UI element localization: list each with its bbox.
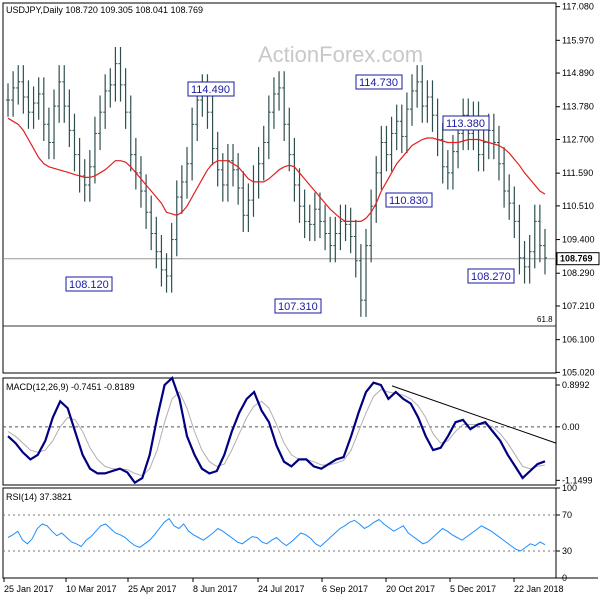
annotation-box [187,81,235,97]
annotation-box [65,276,113,292]
x-tick-label: 6 Sep 2017 [322,584,368,594]
watermark: ActionForex.com [258,42,423,67]
rsi-tick-label: 30 [562,546,572,556]
x-tick-label: 20 Oct 2017 [386,584,435,594]
price-tick-label: 115.970 [562,35,594,45]
chart-marks: 117.080 115.970 114.890 113.780 112.700 111.5… [3,2,600,594]
annotation-label: 114.730 [355,74,403,90]
price-tick-label: 105.020 [562,367,595,377]
annotation-text: 108.270 [471,271,511,283]
x-tick-label: 25 Jan 2017 [4,584,54,594]
price-tick-label: 111.590 [562,168,593,178]
fib-label: 61.8 [537,315,553,324]
price-tick-label: 109.400 [562,235,595,245]
rsi-pane-frame [2,487,557,579]
price-tick-label: 112.700 [562,134,594,144]
macd-trendline [391,385,557,444]
macd-tick-label: -1.1499 [562,475,593,485]
x-tick-label: 8 Jun 2017 [193,584,238,594]
macd-tick-label: 0.00 [562,422,580,432]
current-price-label: 108.769 [560,254,593,264]
price-tick-label: 108.290 [562,268,595,278]
annotation-label: 110.830 [385,192,433,208]
x-tick-label: 22 Jan 2018 [514,584,564,594]
annotation-text: 108.120 [69,279,109,291]
annotation-box [355,74,403,90]
symbol-info: USDJPY,Daily 108.720 109.305 108.041 108… [6,5,203,15]
macd-pane-frame [2,377,557,486]
annotation-box [274,298,322,314]
annotation-text: 114.490 [191,84,230,96]
annotation-text: 107.310 [278,301,318,313]
rsi-tick-label: 100 [562,483,577,493]
price-tick-label: 106.100 [562,335,595,345]
x-tick-label: 24 Jul 2017 [258,584,305,594]
moving-average-line [7,117,546,222]
macd-line [7,376,546,485]
price-tick-label: 110.510 [562,201,594,211]
x-tick-label: 25 Apr 2017 [128,584,177,594]
x-tick-label: 5 Dec 2017 [450,584,496,594]
annotation-box [442,115,490,131]
price-tick-label: 117.080 [562,2,594,12]
rsi-tick-label: 0 [562,573,567,583]
x-tick-label: 10 Mar 2017 [66,584,117,594]
price-tick-label: 113.780 [562,102,594,112]
rsi-title: RSI(14) 37.3821 [6,492,72,502]
current-price-box [556,252,600,266]
annotation-label: 108.270 [467,268,515,284]
chart-frames [2,2,598,579]
rsi-tick-label: 70 [562,510,572,520]
annotation-text: 114.730 [359,77,398,89]
annotation-text: 113.380 [446,118,485,130]
annotation-label: 107.310 [274,298,322,314]
annotation-box [385,192,433,208]
annotation-label: 113.380 [442,115,490,131]
annotation-box [467,268,515,284]
annotation-label: 114.490 [187,81,235,97]
price-tick-label: 114.890 [562,68,594,78]
macd-title: MACD(12,26,9) -0.7451 -0.8189 [6,382,135,392]
macd-signal-line [7,389,546,477]
annotation-label: 108.120 [65,276,113,292]
price-tick-label: 107.210 [562,301,595,311]
annotation-text: 110.830 [389,195,428,207]
price-pane-frame [2,2,557,374]
macd-tick-label: 0.8992 [562,380,590,390]
rsi-line [7,517,546,552]
